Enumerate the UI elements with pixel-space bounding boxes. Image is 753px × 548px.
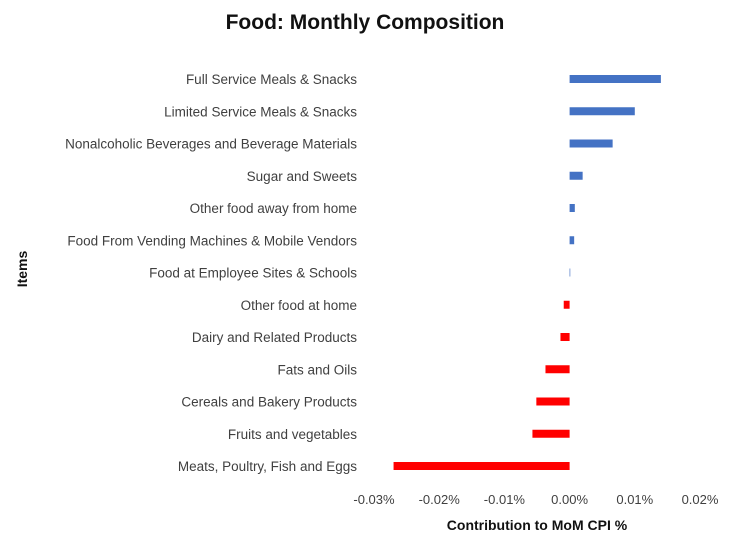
bar-sugar-and-sweets <box>569 171 583 180</box>
x-tick-label: 0.01% <box>616 492 653 507</box>
category-label: Food at Employee Sites & Schools <box>149 266 357 281</box>
category-label: Meats, Poultry, Fish and Eggs <box>178 459 357 474</box>
bar-fats-and-oils <box>545 365 570 374</box>
bar-other-food-away-from-home <box>569 204 575 212</box>
x-tick-label: -0.01% <box>484 492 526 507</box>
y-axis-title: Items <box>14 251 30 288</box>
category-label: Full Service Meals & Snacks <box>186 72 357 87</box>
bar-dairy-and-related-products <box>560 333 570 341</box>
x-tick-label: 0.02% <box>682 492 719 507</box>
bar-limited-service-meals-snacks <box>569 107 635 116</box>
x-tick-label: -0.03% <box>353 492 395 507</box>
category-label: Fruits and vegetables <box>228 427 357 442</box>
category-label: Nonalcoholic Beverages and Beverage Mate… <box>65 137 357 152</box>
bar-food-at-employee-sites-schools <box>569 268 571 277</box>
category-label: Food From Vending Machines & Mobile Vend… <box>67 233 357 248</box>
bar-full-service-meals-snacks <box>569 75 661 83</box>
category-label: Other food at home <box>241 298 357 313</box>
x-axis-title: Contribution to MoM CPI % <box>447 517 628 533</box>
bar-cereals-and-bakery-products <box>536 397 570 406</box>
category-label: Dairy and Related Products <box>192 330 357 345</box>
x-tick-labels: -0.03% -0.02% -0.01% 0.00% 0.01% 0.02% <box>353 492 718 507</box>
x-tick-label: 0.00% <box>551 492 588 507</box>
bar-other-food-at-home <box>563 300 570 309</box>
bars-group <box>393 75 661 470</box>
bar-nonalcoholic-beverages-and-beverage-materials <box>569 139 613 148</box>
category-label: Cereals and Bakery Products <box>181 395 357 410</box>
category-labels: Full Service Meals & Snacks Limited Servi… <box>65 72 357 474</box>
category-label: Limited Service Meals & Snacks <box>164 104 357 119</box>
bar-food-from-vending-machines-mobile-vendors <box>569 236 575 245</box>
category-label: Sugar and Sweets <box>247 169 358 184</box>
x-tick-label: -0.02% <box>419 492 461 507</box>
bar-meats-poultry-fish-and-eggs <box>393 462 570 470</box>
bar-fruits-and-vegetables <box>532 429 570 438</box>
category-label: Fats and Oils <box>277 362 357 377</box>
chart-title: Food: Monthly Composition <box>226 11 505 34</box>
category-label: Other food away from home <box>190 201 357 216</box>
